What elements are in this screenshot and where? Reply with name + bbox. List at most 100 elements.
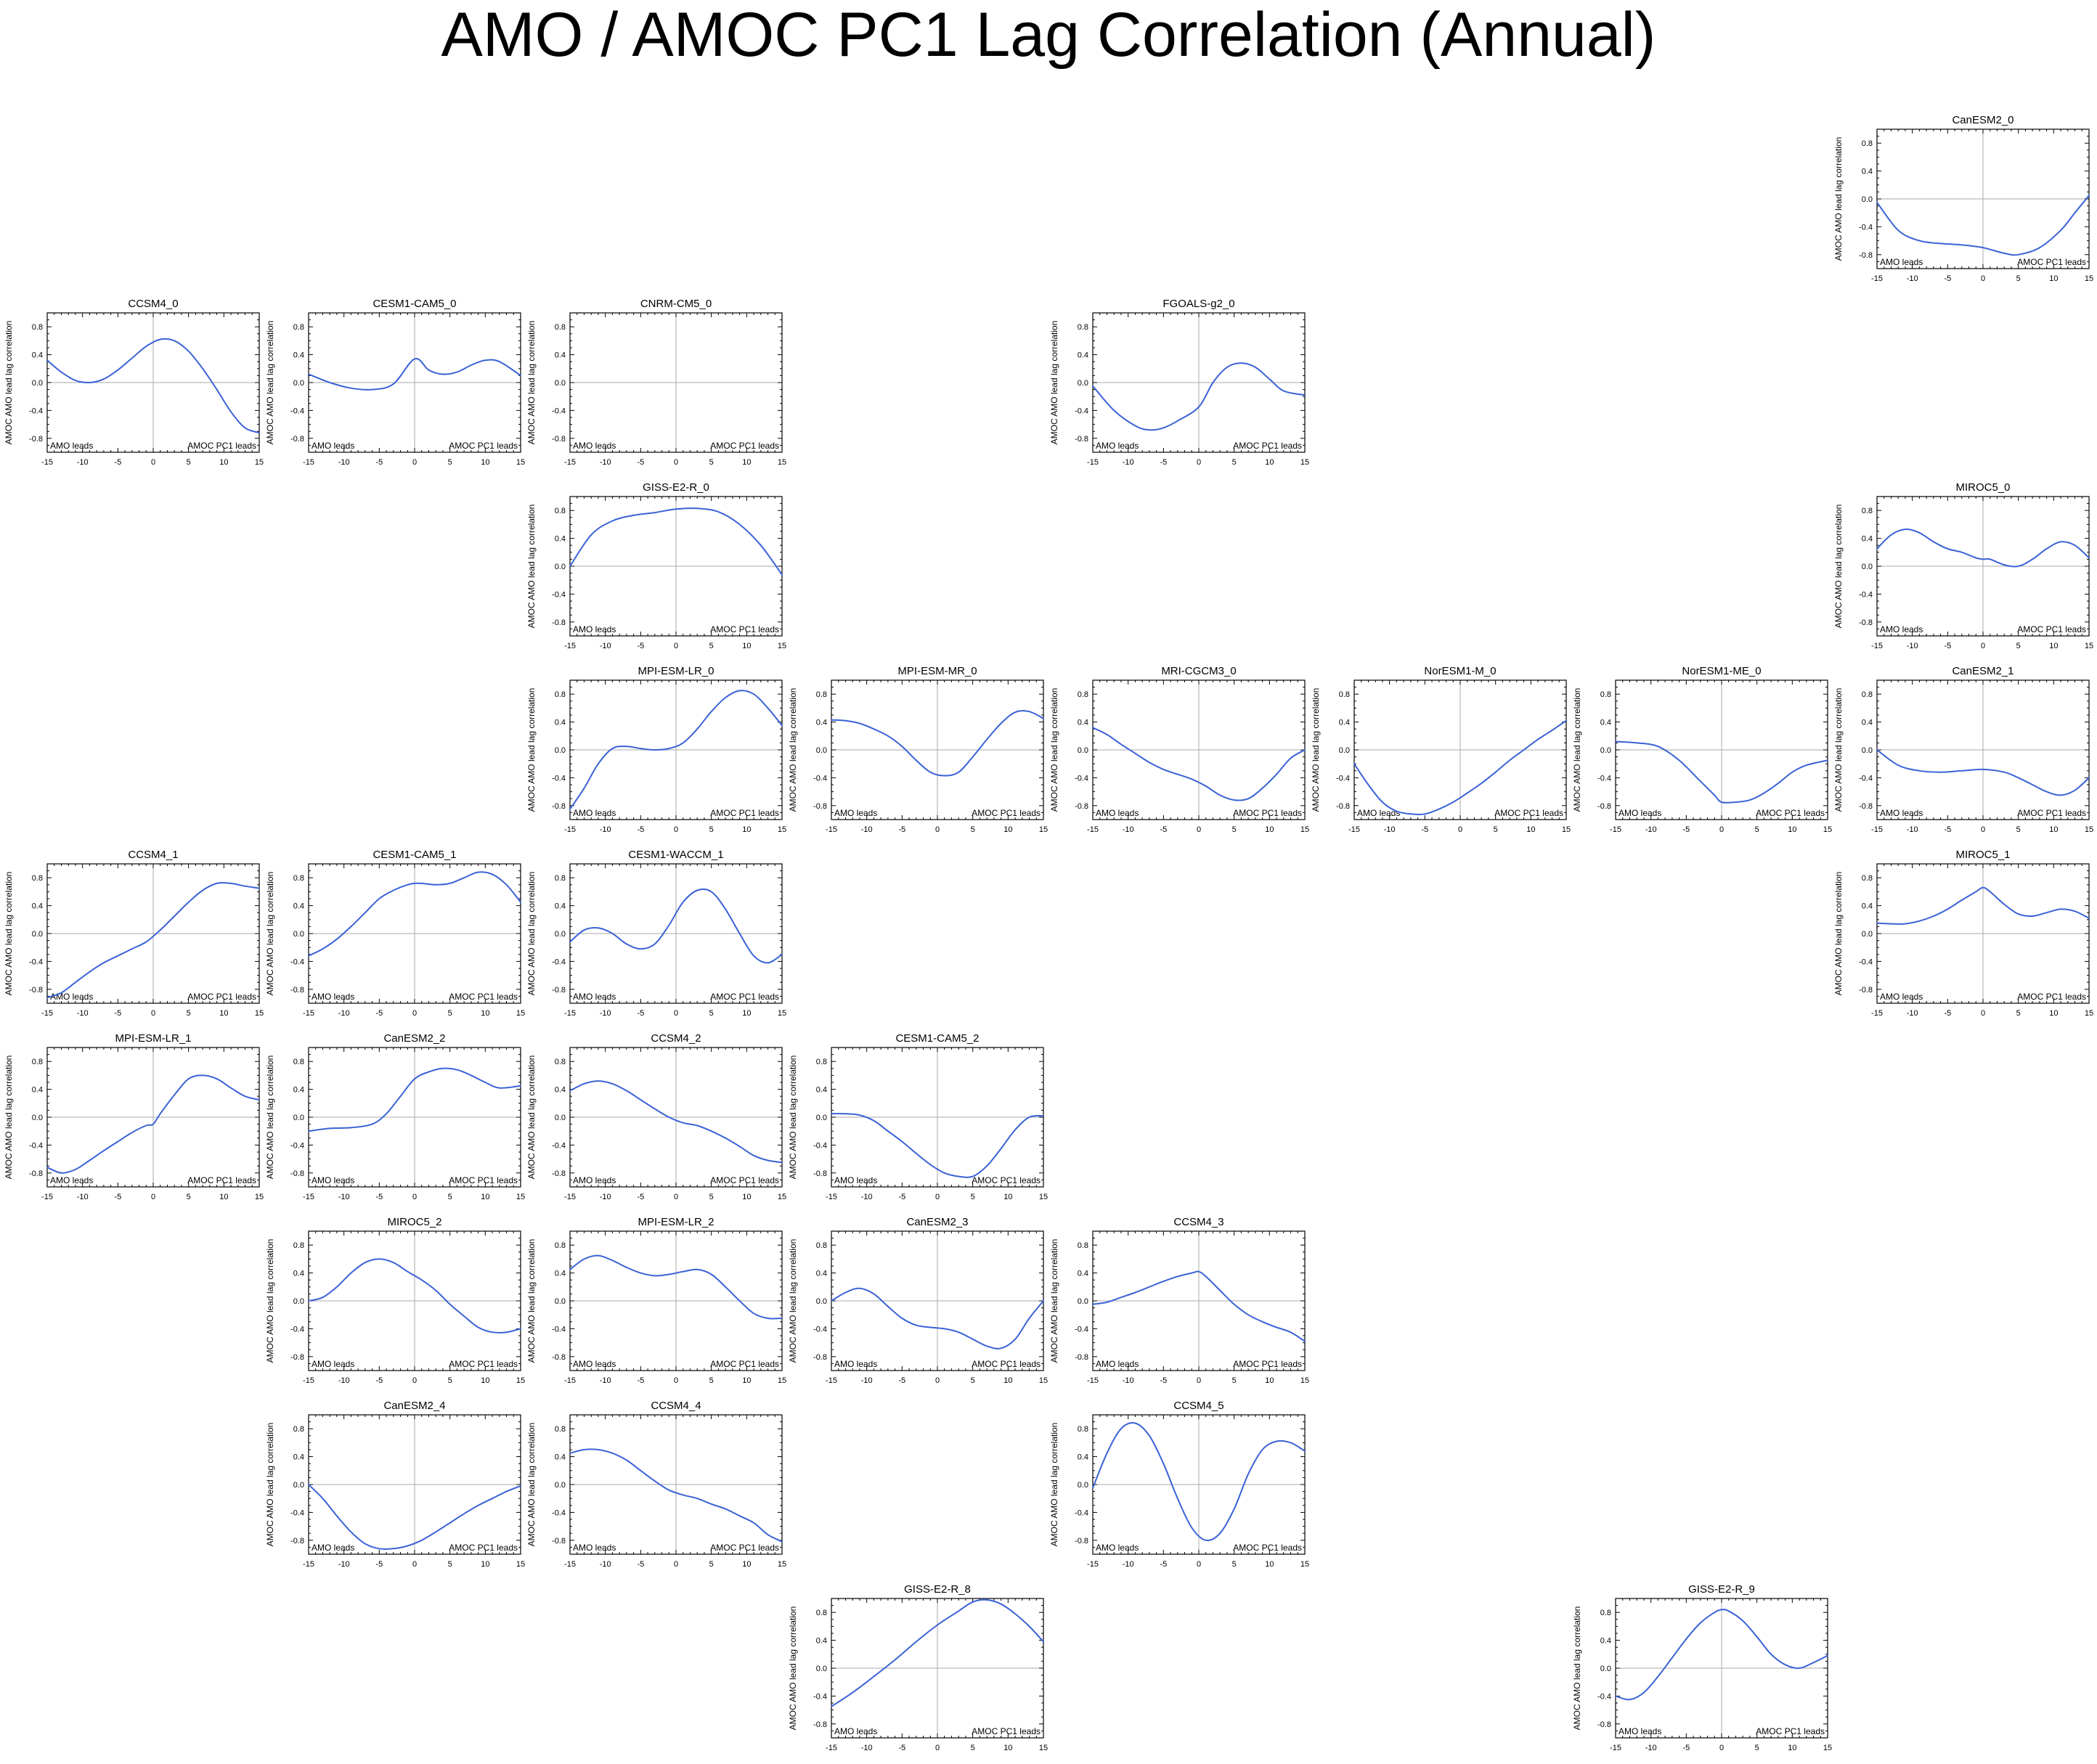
y-tick-label: 0.4 xyxy=(555,719,566,727)
y-tick-label: -0.4 xyxy=(290,957,304,966)
left-note: AMO leads xyxy=(1357,808,1400,818)
series-line xyxy=(1876,528,2090,568)
x-tick-label: -5 xyxy=(637,642,644,650)
panel-CCSM4_4: CCSM4_4 -15 -10 -5 0 5 10 15 0.8 0.4 0.0 -0.4 -0.8 AM… xyxy=(526,1400,786,1569)
x-tick-label: 15 xyxy=(778,1009,786,1018)
y-tick-label: -0.8 xyxy=(1859,986,1873,995)
panel-MPI-ESM-LR_1: MPI-ESM-LR_1 -15 -10 -5 0 5 10 15 0.8 0.4 0.0 -0.4 -… xyxy=(4,1032,264,1201)
y-tick-label: 0.8 xyxy=(816,690,827,699)
panel-CanESM2_1: CanESM2_1 -15 -10 -5 0 5 10 15 0.8 0.4 0.0 -0.4 -0.8… xyxy=(1833,665,2093,834)
panel-MPI-ESM-LR_2: MPI-ESM-LR_2 -15 -10 -5 0 5 10 15 0.8 0.4 0.0 -0.4 -… xyxy=(526,1216,786,1385)
y-tick-label: -0.4 xyxy=(1859,957,1873,966)
y-tick-label: 0.0 xyxy=(1078,1297,1088,1306)
panel-title: FGOALS-g2_0 xyxy=(1162,298,1234,310)
x-tick-label: 5 xyxy=(709,1376,714,1385)
series-line xyxy=(831,1287,1044,1349)
y-tick-label: -0.8 xyxy=(290,1537,304,1545)
y-tick-label: -0.8 xyxy=(29,1169,43,1178)
x-tick-label: 5 xyxy=(709,1560,714,1569)
y-tick-label: 0.8 xyxy=(293,323,304,332)
x-tick-label: -10 xyxy=(1907,1009,1918,1018)
x-tick-label: -10 xyxy=(77,458,89,467)
panel-title: CESM1-CAM5_2 xyxy=(895,1032,979,1045)
y-tick-label: 0.4 xyxy=(1600,719,1611,727)
series-line xyxy=(1615,740,1828,804)
series-line xyxy=(1092,362,1306,431)
panel-title: CanESM2_2 xyxy=(383,1032,445,1045)
series-line xyxy=(46,1074,260,1174)
y-axis-label: AMOC AMO lead lag correlation xyxy=(1049,1423,1059,1547)
x-tick-label: 10 xyxy=(742,458,751,467)
y-tick-label: 0.0 xyxy=(1600,1665,1611,1673)
panel-title: GISS-E2-R_0 xyxy=(643,481,709,494)
x-tick-label: 0 xyxy=(674,1009,678,1018)
right-note: AMOC PC1 leads xyxy=(187,992,256,1002)
series-line xyxy=(308,871,521,957)
x-tick-label: -10 xyxy=(861,1193,873,1201)
y-tick-label: 0.4 xyxy=(555,351,566,360)
series-line xyxy=(569,690,783,810)
x-tick-label: -5 xyxy=(1160,825,1167,834)
x-tick-label: 15 xyxy=(2085,825,2093,834)
x-tick-label: -10 xyxy=(1123,458,1134,467)
y-axis-label: AMOC AMO lead lag correlation xyxy=(1833,505,1844,629)
x-tick-label: 0 xyxy=(412,1560,417,1569)
left-note: AMO leads xyxy=(573,992,616,1002)
y-axis-label: AMOC AMO lead lag correlation xyxy=(788,1055,798,1180)
x-tick-label: -10 xyxy=(1907,642,1918,650)
x-tick-label: 15 xyxy=(516,1376,525,1385)
y-axis-label: AMOC AMO lead lag correlation xyxy=(1833,872,1844,996)
left-note: AMO leads xyxy=(1880,808,1923,818)
x-tick-label: 15 xyxy=(1039,1376,1048,1385)
panel-CanESM2_2: CanESM2_2 -15 -10 -5 0 5 10 15 0.8 0.4 0.0 -0.4 -0.8… xyxy=(265,1032,525,1201)
x-tick-label: 0 xyxy=(935,825,940,834)
x-tick-label: 15 xyxy=(2085,1009,2093,1018)
x-tick-label: -5 xyxy=(375,1376,383,1385)
x-tick-label: -15 xyxy=(1610,1744,1621,1752)
y-tick-label: -0.4 xyxy=(1336,774,1350,783)
y-axis-label: AMOC AMO lead lag correlation xyxy=(788,1239,798,1363)
y-tick-label: 0.0 xyxy=(816,1665,827,1673)
x-tick-label: 5 xyxy=(1232,1560,1237,1569)
x-tick-label: 10 xyxy=(1788,1744,1796,1752)
x-tick-label: 15 xyxy=(516,1193,525,1201)
y-tick-label: 0.0 xyxy=(293,930,304,939)
panel-title: MPI-ESM-MR_0 xyxy=(897,665,977,677)
x-tick-label: 15 xyxy=(255,1009,264,1018)
y-tick-label: 0.0 xyxy=(555,563,566,571)
x-tick-label: 0 xyxy=(1981,825,1985,834)
y-tick-label: -0.8 xyxy=(290,1353,304,1362)
y-tick-label: -0.8 xyxy=(1597,802,1611,811)
x-tick-label: 0 xyxy=(674,1560,678,1569)
x-tick-label: 15 xyxy=(1823,825,1832,834)
x-tick-label: -10 xyxy=(1123,825,1134,834)
y-tick-label: -0.4 xyxy=(1075,774,1088,783)
y-tick-label: 0.0 xyxy=(32,379,43,388)
x-tick-label: 0 xyxy=(412,1009,417,1018)
right-note: AMOC PC1 leads xyxy=(1494,808,1563,818)
x-tick-label: -15 xyxy=(826,1376,837,1385)
y-tick-label: 0.0 xyxy=(816,1297,827,1306)
panel-title: CanESM2_4 xyxy=(383,1400,445,1412)
y-tick-label: 0.8 xyxy=(816,1241,827,1250)
x-tick-label: 0 xyxy=(1458,825,1462,834)
y-axis-label: AMOC AMO lead lag correlation xyxy=(526,1239,537,1363)
x-tick-label: 10 xyxy=(742,1009,751,1018)
left-note: AMO leads xyxy=(1096,1359,1139,1369)
y-tick-label: -0.4 xyxy=(552,1141,566,1150)
x-tick-label: 5 xyxy=(448,1376,452,1385)
x-tick-label: 0 xyxy=(412,1193,417,1201)
y-tick-label: -0.4 xyxy=(552,590,566,599)
y-tick-label: -0.8 xyxy=(813,1353,827,1362)
x-tick-label: -5 xyxy=(898,1744,905,1752)
right-note: AMOC PC1 leads xyxy=(449,992,518,1002)
y-tick-label: 0.0 xyxy=(816,746,827,755)
y-axis-label: AMOC AMO lead lag correlation xyxy=(526,872,537,996)
x-tick-label: -15 xyxy=(303,1376,314,1385)
y-tick-label: 0.0 xyxy=(555,1481,566,1490)
x-tick-label: -15 xyxy=(1871,642,1883,650)
y-tick-label: -0.8 xyxy=(290,435,304,444)
x-tick-label: 5 xyxy=(709,825,714,834)
x-tick-label: -10 xyxy=(1907,274,1918,283)
left-note: AMO leads xyxy=(834,808,877,818)
